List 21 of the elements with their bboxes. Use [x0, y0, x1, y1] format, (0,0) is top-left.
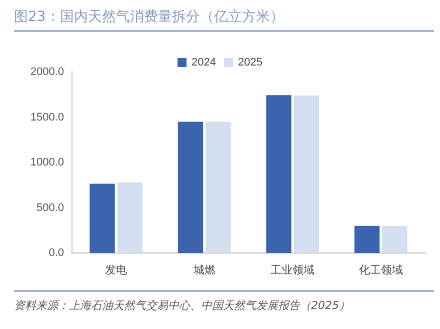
legend-label: 2024	[192, 56, 216, 68]
y-tick-label: 1000.0	[30, 156, 64, 168]
bar	[178, 122, 204, 253]
legend-label: 2025	[238, 56, 262, 68]
bar	[117, 182, 143, 253]
x-tick-label: 城燃	[192, 264, 216, 276]
bar	[206, 122, 231, 253]
chart-title: 图23：国内天然气消费量拆分（亿立方米）	[14, 8, 434, 32]
y-tick-label: 1500.0	[30, 111, 64, 124]
bar	[266, 95, 292, 253]
x-tick-label: 工业领域	[270, 264, 315, 276]
x-tick-label: 发电	[105, 264, 128, 276]
bar	[90, 184, 115, 253]
bar	[382, 226, 408, 253]
y-tick-label: 0.0	[48, 247, 64, 259]
x-tick-label: 化工领域	[358, 264, 403, 276]
text: 资料来源：上海石油天然气交易中心、中国天然气发展报告（2025）	[14, 290, 434, 313]
bar	[354, 226, 380, 253]
y-tick-label: 2000.0	[30, 66, 64, 78]
bar	[294, 96, 320, 253]
y-tick-label: 500.0	[36, 202, 64, 214]
